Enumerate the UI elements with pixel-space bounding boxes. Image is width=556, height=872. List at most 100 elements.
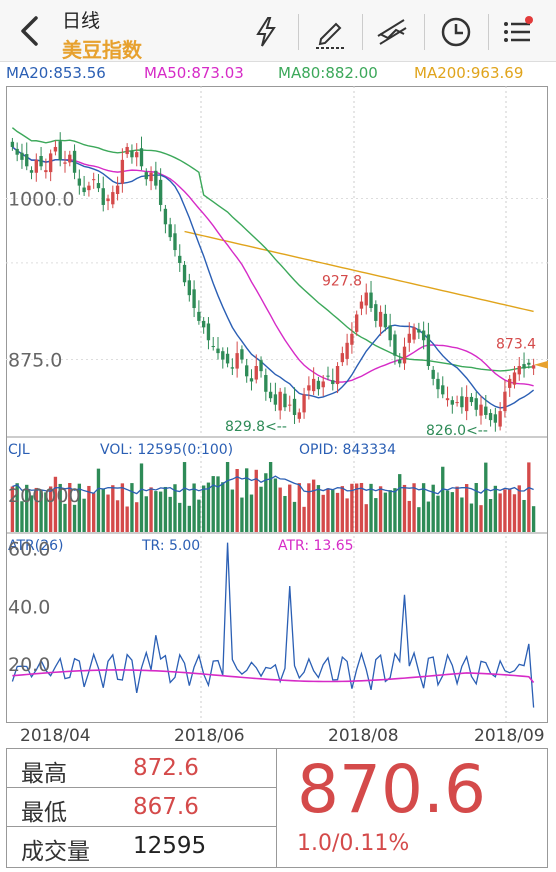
candle-body (197, 311, 201, 321)
low-value: 867.6 (133, 794, 199, 820)
ma200-label: MA200:963.69 (414, 64, 524, 82)
volume-value: 12595 (133, 833, 207, 859)
volume-bar (245, 468, 249, 532)
candle-body (44, 170, 48, 173)
candle-body (359, 301, 364, 309)
volume-bar (154, 491, 158, 532)
candle-body (441, 385, 445, 395)
candle-body (335, 366, 340, 385)
period-label[interactable]: 日线 (62, 10, 101, 32)
kline-chart[interactable]: 1000.0 875.0 927.8 829.8<-- 826.0<-- 873.4 CJL… (6, 86, 556, 724)
candle-body (479, 404, 483, 416)
volume-bar (484, 462, 488, 532)
trend-lines-icon (377, 19, 407, 45)
candle-body (398, 359, 402, 364)
chart-area[interactable]: 1000.0 875.0 927.8 829.8<-- 826.0<-- 873.4 CJL… (6, 86, 548, 724)
candle-body (503, 391, 507, 412)
volume-bar (225, 462, 230, 532)
candle-body (417, 329, 421, 333)
volume-bar (120, 483, 125, 532)
candle-body (34, 159, 38, 173)
candle-body (431, 369, 435, 379)
candle-body (512, 372, 517, 385)
top-toolbar: 日线 美豆指数 (0, 0, 556, 62)
toolbar-divider (488, 14, 489, 50)
candle-body (149, 172, 153, 182)
volume-bar (311, 479, 316, 532)
candle-body (393, 334, 397, 356)
cjl-label: CJL (8, 442, 30, 458)
volume-bar (182, 462, 187, 532)
volume-bar (302, 506, 306, 532)
candle-body (245, 365, 249, 377)
lightning-icon (256, 17, 276, 47)
candle-body (92, 179, 96, 181)
volume-bar (44, 492, 48, 532)
volume-bar (149, 487, 153, 532)
candle-body (29, 170, 34, 173)
chevron-left-icon (21, 16, 38, 46)
volume-bar (345, 498, 349, 532)
volume-bar (292, 501, 297, 532)
ma80-path (11, 127, 534, 372)
candle-body (302, 394, 306, 413)
ma200-path (184, 230, 534, 313)
candle-body (192, 289, 196, 309)
volume-bar (82, 498, 86, 532)
candle-body (412, 327, 416, 340)
trend-button[interactable] (372, 12, 412, 52)
candle-body (402, 346, 407, 364)
candle-body (259, 360, 263, 372)
draw-button[interactable] (310, 12, 350, 52)
atr-y-label: 20.0 (8, 654, 50, 676)
candle-body (311, 378, 316, 392)
volume-bar (307, 483, 311, 532)
candle-body (68, 154, 72, 163)
volume-bar (130, 483, 134, 532)
candle-body (278, 391, 282, 411)
quote-info: 最高 872.6 最低 867.6 成交量 12595 870.6 1.0/0.… (6, 748, 548, 868)
history-button[interactable] (436, 12, 476, 52)
menu-button[interactable] (498, 12, 538, 52)
candle-body (455, 402, 459, 404)
lightning-button[interactable] (246, 12, 286, 52)
volume-bar (63, 503, 67, 532)
candle-body (364, 292, 368, 306)
volume-bar (34, 487, 38, 532)
high-label: 最高 (21, 761, 67, 787)
candle-body (106, 198, 110, 202)
candle-body (10, 141, 15, 147)
volume-bar (527, 462, 531, 532)
volume-bar (426, 501, 431, 532)
last-price: 870.6 (297, 751, 486, 828)
ma200-line (184, 230, 534, 313)
volume-bar (359, 483, 364, 532)
volume-bar (441, 466, 445, 532)
toolbar-divider (362, 14, 363, 50)
low-row: 最低 867.6 (7, 788, 277, 827)
last-annotation: 873.4 (496, 337, 536, 353)
volume-bar (355, 483, 359, 532)
candle-body (211, 346, 215, 348)
candle-body (178, 255, 182, 263)
vol-y-label: 200000 (8, 485, 81, 507)
chart-labels: 1000.0 875.0 927.8 829.8<-- 826.0<-- 873.4 CJL… (8, 189, 548, 676)
x-tick: 2018/04 (20, 726, 91, 746)
candle-body (201, 320, 206, 328)
volume-bar (388, 490, 392, 532)
volume-bar (68, 483, 72, 532)
candle-body (115, 185, 120, 195)
back-button[interactable] (14, 14, 48, 48)
volume-bar (106, 494, 110, 532)
candle-body (321, 381, 325, 388)
candle-body (173, 233, 177, 251)
volume-bar (72, 504, 77, 532)
candle-body (77, 178, 82, 186)
candle-body (307, 385, 311, 391)
volume-bar (278, 487, 282, 532)
volume-bar (101, 488, 105, 532)
candle-body (111, 192, 115, 205)
candle-body (383, 313, 388, 328)
low-annotation: 826.0<-- (426, 423, 488, 439)
volume-bar (393, 488, 397, 532)
